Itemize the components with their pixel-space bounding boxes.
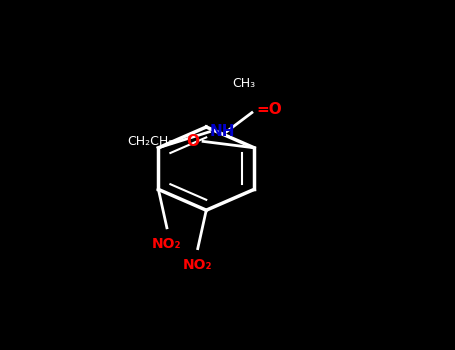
Text: CH₃: CH₃: [232, 77, 255, 90]
Text: CH₂CH₃: CH₂CH₃: [127, 135, 173, 148]
Text: NO₂: NO₂: [152, 237, 182, 251]
Text: =O: =O: [256, 102, 282, 117]
Text: O: O: [186, 134, 199, 149]
Text: NH: NH: [209, 124, 235, 139]
Text: NO₂: NO₂: [183, 258, 212, 272]
